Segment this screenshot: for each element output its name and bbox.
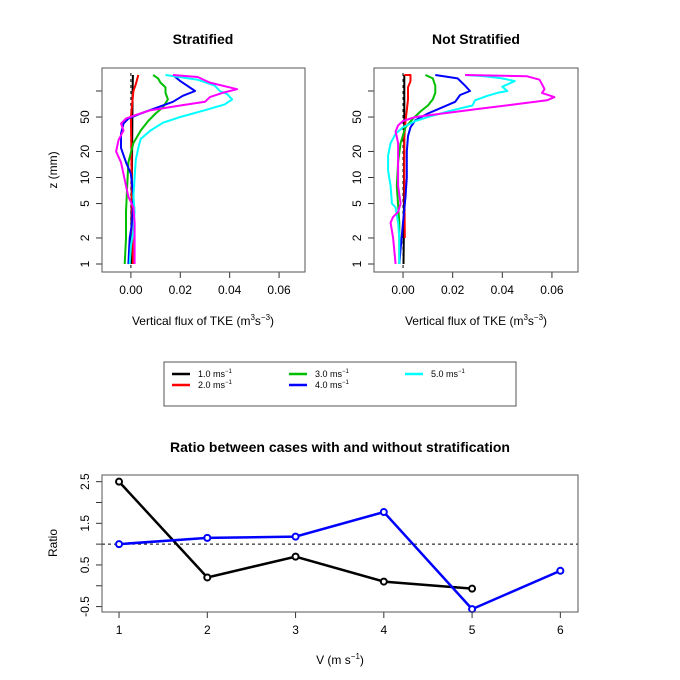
stratified-x-tick-label: 0.06: [267, 283, 291, 297]
stratified-x-axis-label: Vertical flux of TKE (m3s−3): [132, 313, 274, 328]
stratified-axes: 0.00 0.02 0.04 0.06 1 2 5 10 20 50: [78, 90, 291, 297]
legend-item: 5.0 ms−1: [405, 369, 466, 379]
not-stratified-series-line-2: [403, 74, 412, 239]
stratified-y-axis-label: z (mm): [46, 151, 60, 188]
legend-label: 5.0 ms−1: [431, 369, 466, 379]
ratio-series-line-blue: [118, 510, 561, 611]
legend-item: 3.0 ms−1: [289, 369, 350, 379]
not-stratified-x-tick-label: 0.04: [491, 283, 515, 297]
not-stratified-series: [387, 73, 556, 270]
legend: 1.0 ms−12.0 ms−1 3.0 ms−14.0 ms−1 5.0 ms−1: [163, 361, 517, 407]
legend-box: [163, 361, 517, 407]
panel-ratio: Ratio between cases with and without str…: [46, 439, 579, 667]
ratio-x-tick-label: 3: [292, 623, 299, 637]
ratio-y-tick-label: 0.5: [78, 556, 92, 573]
not-stratified-y-tick-label: 1: [350, 260, 364, 267]
ratio-series: [102, 477, 578, 614]
stratified-y-tick-label: 20: [78, 144, 92, 158]
not-stratified-y-tick-label: 2: [350, 234, 364, 241]
legend-label: 4.0 ms−1: [315, 380, 350, 390]
ratio-data-point-blue: [556, 566, 565, 575]
ratio-x-tick-label: 6: [557, 623, 564, 637]
ratio-y-tick-label: -0.5: [78, 596, 92, 617]
not-stratified-series-line-3: [395, 74, 437, 264]
ratio-data-point-blue: [115, 540, 124, 549]
ratio-axes: 1 2 3 4 5 6 -0.5 0.5 1.5 2.5: [78, 473, 564, 637]
ratio-data-point-black: [291, 552, 300, 561]
legend-item: 2.0 ms−1: [172, 380, 233, 390]
ratio-data-point-blue: [468, 605, 477, 614]
not-stratified-y-tick-label: 5: [350, 200, 364, 207]
panel-title-ratio: Ratio between cases with and without str…: [170, 439, 510, 455]
stratified-x-tick-label: 0.04: [218, 283, 242, 297]
not-stratified-x-axis-label: Vertical flux of TKE (m3s−3): [405, 313, 547, 328]
ratio-x-tick-label: 5: [469, 623, 476, 637]
stratified-series: [115, 73, 239, 270]
ratio-y-tick-label: 2.5: [78, 473, 92, 490]
not-stratified-y-tick-label: 10: [350, 171, 364, 185]
stratified-series-line-3: [123, 74, 169, 265]
stratified-series-line-6: [115, 74, 239, 264]
stratified-series-line-5: [128, 74, 234, 265]
not-stratified-x-tick-label: 0.00: [391, 283, 415, 297]
ratio-data-point-blue: [379, 508, 388, 517]
ratio-x-tick-label: 2: [204, 623, 211, 637]
stratified-y-tick-label: 50: [78, 110, 92, 124]
legend-label: 2.0 ms−1: [198, 380, 233, 390]
ratio-data-point-blue: [291, 532, 300, 541]
not-stratified-x-tick-label: 0.06: [540, 283, 564, 297]
ratio-plot-box: [101, 474, 579, 613]
stratified-y-tick-label: 2: [78, 234, 92, 241]
ratio-y-tick-label: 1.5: [78, 515, 92, 532]
ratio-x-tick-label: 1: [116, 623, 123, 637]
ratio-data-point-blue: [203, 533, 212, 542]
not-stratified-series-line-5: [387, 74, 516, 264]
ratio-x-tick-label: 4: [380, 623, 387, 637]
not-stratified-y-tick-label: 20: [350, 144, 364, 158]
panel-stratified: Stratified 0.00 0.02 0.04 0.06 1 2 5 10 20 50 Ver…: [46, 31, 306, 328]
stratified-y-tick-label: 1: [78, 260, 92, 267]
stratified-y-tick-label: 10: [78, 171, 92, 185]
not-stratified-axes: 0.00 0.02 0.04 0.06 1 2 5 10 20 50: [350, 90, 564, 297]
ratio-y-axis-label: Ratio: [46, 529, 60, 557]
ratio-data-point-black: [468, 584, 477, 593]
ratio-data-point-black: [379, 577, 388, 586]
not-stratified-plot-box: [373, 67, 579, 273]
ratio-data-point-black: [115, 477, 124, 486]
stratified-plot-box: [101, 67, 306, 273]
ratio-data-point-black: [203, 573, 212, 582]
not-stratified-series-line-4: [398, 74, 471, 265]
stratified-y-tick-label: 5: [78, 200, 92, 207]
not-stratified-x-tick-label: 0.02: [441, 283, 465, 297]
legend-item: 4.0 ms−1: [289, 380, 350, 390]
ratio-x-axis-label: V (m s−1): [316, 652, 364, 667]
not-stratified-y-tick-label: 50: [350, 110, 364, 124]
panel-title-stratified: Stratified: [173, 31, 234, 47]
not-stratified-series-line-6: [389, 74, 556, 265]
stratified-x-tick-label: 0.02: [169, 283, 193, 297]
stratified-x-tick-label: 0.00: [119, 283, 143, 297]
panel-title-not-stratified: Not Stratified: [432, 31, 520, 47]
legend-label: 3.0 ms−1: [315, 369, 350, 379]
legend-item: 1.0 ms−1: [172, 369, 233, 379]
panel-not-stratified: Not Stratified 0.00 0.02 0.04 0.06 1 2 5 10 20 50…: [350, 31, 579, 328]
legend-label: 1.0 ms−1: [198, 369, 233, 379]
